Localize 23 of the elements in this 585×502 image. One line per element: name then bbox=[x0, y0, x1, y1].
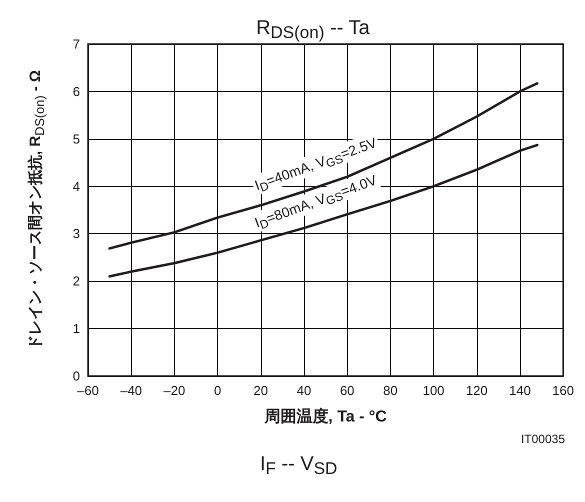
x-tick-label: 120 bbox=[466, 383, 488, 398]
x-tick-label: 160 bbox=[552, 383, 574, 398]
y-tick-label: 1 bbox=[72, 321, 80, 336]
text: IT00035 bbox=[520, 432, 566, 446]
x-tick-label: –20 bbox=[164, 383, 186, 398]
y-tick-label: 2 bbox=[72, 274, 80, 289]
y-tick-label: 0 bbox=[72, 368, 80, 384]
x-axis-title: 周囲温度, Ta - °C bbox=[263, 406, 388, 426]
x-tick-label: 20 bbox=[254, 383, 268, 398]
x-tick-label: –60 bbox=[77, 383, 99, 398]
y-tick-label: 4 bbox=[72, 178, 80, 194]
y-axis-title: ドレイン・ソース間オン抵抗, RDS(on) - Ω bbox=[27, 70, 47, 350]
x-tick-label: 140 bbox=[509, 383, 531, 398]
x-tick-label: –40 bbox=[120, 383, 142, 398]
y-tick-label: 7 bbox=[72, 36, 80, 52]
y-tick-label: 6 bbox=[72, 84, 80, 99]
x-tick-label: 40 bbox=[296, 383, 312, 398]
x-tick-label: 0 bbox=[214, 383, 222, 398]
x-tick-label: 60 bbox=[340, 383, 354, 398]
y-tick-label: 3 bbox=[72, 226, 80, 242]
x-tick-label: 100 bbox=[422, 383, 444, 398]
y-tick-label: 5 bbox=[72, 131, 80, 146]
x-tick-label: 80 bbox=[383, 383, 398, 398]
